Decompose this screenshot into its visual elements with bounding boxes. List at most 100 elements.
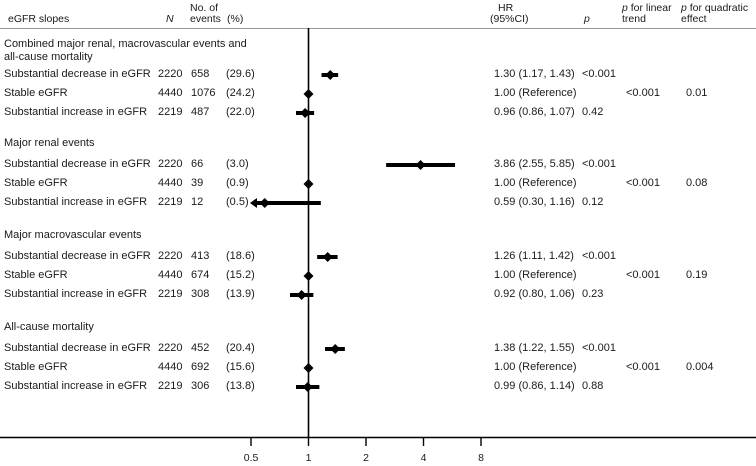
col-header-p-linear-line1: p for linear — [622, 2, 672, 14]
row-hr-text: 0.92 (0.80, 1.06) — [494, 288, 575, 300]
col-header-pct: (%) — [227, 13, 244, 25]
row-pct: (13.8) — [226, 380, 255, 392]
p-linear-trend-value: <0.001 — [626, 87, 660, 99]
p-quadratic-value: 0.01 — [686, 87, 708, 99]
p-linear-trend-value: <0.001 — [626, 269, 660, 281]
x-axis-tick-label: 2 — [363, 452, 369, 464]
group-title: All-cause mortality — [4, 321, 94, 333]
row-n: 2219 — [158, 288, 183, 300]
x-axis-tick-label: 1 — [305, 452, 312, 464]
p-quadratic-value: 0.004 — [686, 361, 714, 373]
col-header-egfr-slopes: eGFR slopes — [8, 13, 70, 25]
row-label: Stable eGFR — [4, 361, 68, 373]
row-events: 413 — [191, 250, 210, 262]
row-n: 2220 — [158, 342, 183, 354]
row-pct: (0.9) — [226, 177, 249, 189]
row-hr-text: 1.38 (1.22, 1.55) — [494, 342, 575, 354]
row-hr-text: 1.00 (Reference) — [494, 177, 577, 189]
row-events: 306 — [191, 380, 210, 392]
row-pct: (0.5) — [226, 196, 249, 208]
row-events: 66 — [191, 158, 204, 170]
p-linear-trend-value: <0.001 — [626, 361, 660, 373]
col-header-hr-line1: HR — [498, 2, 514, 14]
col-header-p-linear-line2: trend — [622, 13, 646, 25]
row-hr-text: 1.30 (1.17, 1.43) — [494, 68, 575, 80]
row-pct: (15.6) — [226, 361, 255, 373]
hr-point-marker — [300, 108, 311, 118]
row-label: Substantial increase in eGFR — [4, 106, 148, 118]
hr-point-marker — [303, 271, 314, 281]
row-p: <0.001 — [582, 250, 616, 262]
col-header-p-quadratic-line1: p for quadratic — [681, 2, 749, 14]
hr-point-marker — [415, 160, 426, 170]
row-label: Substantial increase in eGFR — [4, 380, 148, 392]
col-header-p-quadratic-line2: effect — [681, 13, 707, 25]
row-label: Substantial decrease in eGFR — [4, 342, 151, 354]
row-pct: (22.0) — [226, 106, 255, 118]
x-axis-tick-label: 0.5 — [243, 452, 259, 464]
p-quadratic-value: 0.08 — [686, 177, 708, 189]
row-n: 2220 — [158, 250, 183, 262]
row-n: 4440 — [158, 177, 183, 189]
hr-point-marker — [303, 363, 314, 373]
group-title: Major renal events — [4, 137, 95, 149]
hr-point-marker — [325, 70, 336, 80]
row-label: Substantial decrease in eGFR — [4, 250, 151, 262]
row-hr-text: 0.59 (0.30, 1.16) — [494, 196, 575, 208]
col-header-hr-line2: (95%CI) — [490, 13, 529, 25]
row-p: 0.88 — [582, 380, 604, 392]
row-n: 2220 — [158, 158, 183, 170]
row-hr-text: 3.86 (2.55, 5.85) — [494, 158, 575, 170]
group-title: Combined major renal, macrovascular even… — [4, 38, 247, 50]
row-n: 4440 — [158, 361, 183, 373]
row-pct: (3.0) — [226, 158, 249, 170]
row-events: 658 — [191, 68, 210, 80]
row-hr-text: 1.00 (Reference) — [494, 87, 577, 99]
row-hr-text: 0.96 (0.86, 1.07) — [494, 106, 575, 118]
row-hr-text: 1.00 (Reference) — [494, 269, 577, 281]
row-n: 4440 — [158, 87, 183, 99]
row-pct: (13.9) — [226, 288, 255, 300]
hr-point-marker — [303, 179, 314, 189]
group-title: Major macrovascular events — [4, 229, 142, 241]
group-title-line2: all-cause mortality — [4, 51, 93, 63]
row-p: <0.001 — [582, 342, 616, 354]
row-events: 452 — [191, 342, 210, 354]
row-events: 674 — [191, 269, 210, 281]
row-n: 4440 — [158, 269, 183, 281]
hr-point-marker — [259, 198, 270, 208]
row-n: 2219 — [158, 196, 183, 208]
hr-point-marker — [322, 252, 333, 262]
row-hr-text: 0.99 (0.86, 1.14) — [494, 380, 575, 392]
hr-point-marker — [296, 290, 307, 300]
p-linear-trend-value: <0.001 — [626, 177, 660, 189]
x-axis-tick-label: 8 — [478, 452, 484, 464]
hr-point-marker — [303, 89, 314, 99]
row-p: 0.42 — [582, 106, 604, 118]
row-hr-text: 1.00 (Reference) — [494, 361, 577, 373]
p-quadratic-value: 0.19 — [686, 269, 708, 281]
row-pct: (24.2) — [226, 87, 255, 99]
row-p: 0.23 — [582, 288, 604, 300]
col-header-p: p — [584, 13, 590, 25]
row-label: Substantial increase in eGFR — [4, 288, 148, 300]
row-pct: (29.6) — [226, 68, 255, 80]
row-events: 1076 — [191, 87, 216, 99]
row-events: 692 — [191, 361, 210, 373]
row-pct: (20.4) — [226, 342, 255, 354]
row-label: Stable eGFR — [4, 87, 68, 99]
row-label: Stable eGFR — [4, 177, 68, 189]
row-label: Substantial decrease in eGFR — [4, 158, 151, 170]
row-hr-text: 1.26 (1.11, 1.42) — [494, 250, 574, 262]
ci-truncation-arrow-icon — [250, 198, 257, 208]
row-events: 12 — [191, 196, 204, 208]
row-pct: (18.6) — [226, 250, 255, 262]
col-header-events-line2: events — [190, 13, 221, 25]
row-pct: (15.2) — [226, 269, 255, 281]
col-header-n: N — [166, 13, 174, 25]
row-n: 2220 — [158, 68, 183, 80]
row-p: <0.001 — [582, 158, 616, 170]
x-axis-tick-label: 4 — [420, 452, 427, 464]
col-header-events-line1: No. of — [190, 2, 219, 14]
